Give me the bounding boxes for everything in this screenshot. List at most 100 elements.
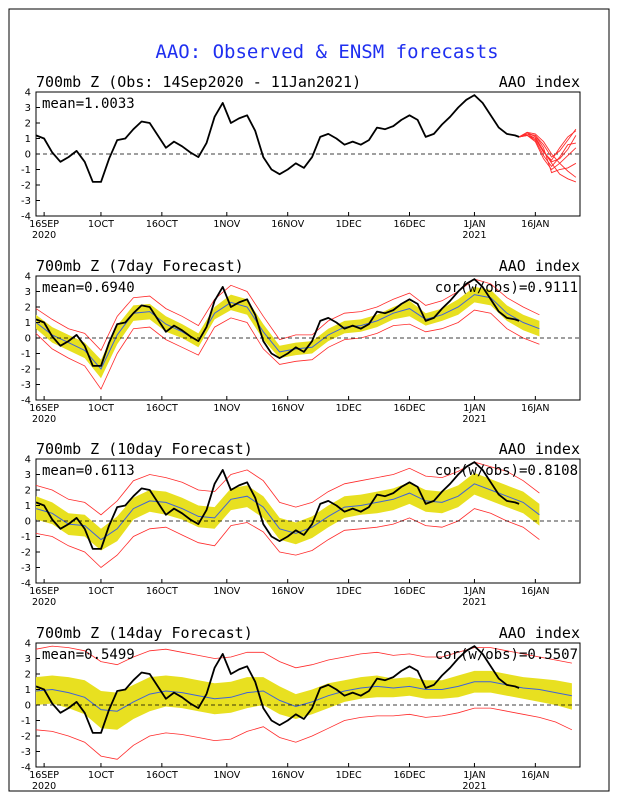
panels: 700mb Z (Obs: 14Sep2020 - 11Jan2021) AAO … xyxy=(21,73,581,792)
x-tick-label: 16OCT xyxy=(146,219,178,230)
ensemble-mean-line xyxy=(35,681,572,712)
y-tick-label: 0 xyxy=(25,334,31,345)
mean-stat: mean=1.0033 xyxy=(42,96,135,112)
y-tick-label: 2 xyxy=(25,303,31,314)
observed-line xyxy=(35,94,520,183)
y-tick-label: 2 xyxy=(25,486,31,497)
y-axis: -4 -3 -2 -1 0 1 2 3 4 xyxy=(21,455,40,590)
y-tick-label: 3 xyxy=(25,470,31,481)
mean-stat: mean=0.6940 xyxy=(42,280,135,296)
x-tick-label: 1NOV xyxy=(213,770,240,781)
y-tick-label: -1 xyxy=(21,716,31,727)
x-tick-label: 16SEP xyxy=(29,403,59,414)
y-tick-label: 3 xyxy=(25,103,31,114)
chart-panel-4: 700mb Z (14day Forecast) AAO index -4 -3 -2 -… xyxy=(21,624,581,792)
y-tick-label: 1 xyxy=(25,501,31,512)
panel-right-title: AAO index xyxy=(499,624,580,642)
y-axis: -4 -3 -2 -1 0 1 2 3 4 xyxy=(21,88,40,223)
x-tick-year-label: 2020 xyxy=(32,230,56,241)
x-tick-label: 16JAN xyxy=(521,219,549,230)
y-tick-label: 3 xyxy=(25,287,31,298)
y-tick-label: -4 xyxy=(21,579,31,590)
y-tick-label: 2 xyxy=(25,670,31,681)
figure-border xyxy=(8,8,610,792)
ensemble-member-line-8 xyxy=(519,134,577,183)
observed-line xyxy=(35,645,520,734)
y-tick-label: -1 xyxy=(21,532,31,543)
y-tick-label: 4 xyxy=(25,272,31,283)
y-tick-label: -1 xyxy=(21,349,31,360)
y-tick-label: 0 xyxy=(25,150,31,161)
y-tick-label: -3 xyxy=(21,380,31,391)
chart-panel-3: 700mb Z (10day Forecast) AAO index-4-3-2-… xyxy=(21,440,581,608)
plot-area xyxy=(35,642,581,768)
y-tick-label: -2 xyxy=(21,732,31,743)
x-tick-label: 16SEP xyxy=(29,586,59,597)
plot-area xyxy=(35,458,581,584)
y-tick-label: 3 xyxy=(25,654,31,665)
x-tick-label: 1OCT xyxy=(88,770,114,781)
x-tick-label: 16JAN xyxy=(521,770,549,781)
y-tick-label: -2 xyxy=(21,365,31,376)
correlation-stat: cor(w/obs)=0.5507 xyxy=(435,647,578,663)
y-tick-label: 0 xyxy=(25,701,31,712)
ensemble-max-line xyxy=(35,278,540,352)
y-axis: -4 -3 -2 -1 0 1 2 3 4 xyxy=(21,639,40,774)
correlation-stat: cor(w/obs)=0.8108 xyxy=(435,463,578,479)
x-tick-label: 16NOV xyxy=(271,586,305,597)
y-tick-label: 1 xyxy=(25,134,31,145)
x-tick-year-label: 2020 xyxy=(32,597,56,608)
panel-title: 700mb Z (14day Forecast) xyxy=(36,624,253,642)
mean-stat: mean=0.6113 xyxy=(42,463,135,479)
chart-panel-1: 700mb Z (Obs: 14Sep2020 - 11Jan2021) AAO … xyxy=(21,73,581,241)
y-tick-label: -3 xyxy=(21,747,31,758)
panel-title: 700mb Z (7day Forecast) xyxy=(36,257,244,275)
x-tick-label: 1DEC xyxy=(336,586,362,597)
x-tick-label: 1DEC xyxy=(336,403,362,414)
ensemble-min-line xyxy=(35,707,573,760)
figure-title: AAO: Observed & ENSM forecasts xyxy=(155,41,498,63)
y-tick-label: -2 xyxy=(21,548,31,559)
y-tick-label: 2 xyxy=(25,119,31,130)
x-tick-label: 16DEC xyxy=(393,770,425,781)
x-tick-label: 16OCT xyxy=(146,770,178,781)
ensemble-mean-line xyxy=(35,483,540,541)
y-tick-label: -1 xyxy=(21,165,31,176)
panel-title: 700mb Z (Obs: 14Sep2020 - 11Jan2021) xyxy=(36,73,361,91)
ensemble-member-line-7 xyxy=(518,131,577,178)
ensemble-mean-line xyxy=(35,294,540,370)
x-tick-label: 16DEC xyxy=(393,586,425,597)
y-tick-label: -4 xyxy=(21,212,31,223)
x-tick-label: 1JAN xyxy=(463,219,485,230)
x-tick-label: 1JAN xyxy=(463,403,485,414)
x-tick-label: 16NOV xyxy=(271,770,305,781)
panel-right-title: AAO index xyxy=(499,440,580,458)
x-tick-year-label: 2021 xyxy=(462,597,486,608)
plot-area xyxy=(35,91,581,217)
x-tick-label: 16DEC xyxy=(393,219,425,230)
y-tick-label: 1 xyxy=(25,318,31,329)
x-tick-label: 1DEC xyxy=(336,770,362,781)
x-tick-label: 16NOV xyxy=(271,219,305,230)
x-tick-label: 1OCT xyxy=(88,586,114,597)
x-tick-year-label: 2021 xyxy=(462,414,486,425)
panel-title: 700mb Z (10day Forecast) xyxy=(36,440,253,458)
ensemble-max-line xyxy=(35,461,540,516)
x-tick-year-label: 2020 xyxy=(32,781,56,792)
observed-line xyxy=(35,461,520,550)
x-tick-label: 1JAN xyxy=(463,586,485,597)
y-tick-label: 4 xyxy=(25,455,31,466)
panel-right-title: AAO index xyxy=(499,257,580,275)
x-tick-label: 1NOV xyxy=(213,219,240,230)
x-tick-label: 1NOV xyxy=(213,586,240,597)
ensemble-min-line xyxy=(35,508,540,569)
x-tick-year-label: 2021 xyxy=(462,781,486,792)
y-tick-label: -4 xyxy=(21,396,31,407)
y-tick-label: -3 xyxy=(21,196,31,207)
y-tick-label: -4 xyxy=(21,763,31,774)
